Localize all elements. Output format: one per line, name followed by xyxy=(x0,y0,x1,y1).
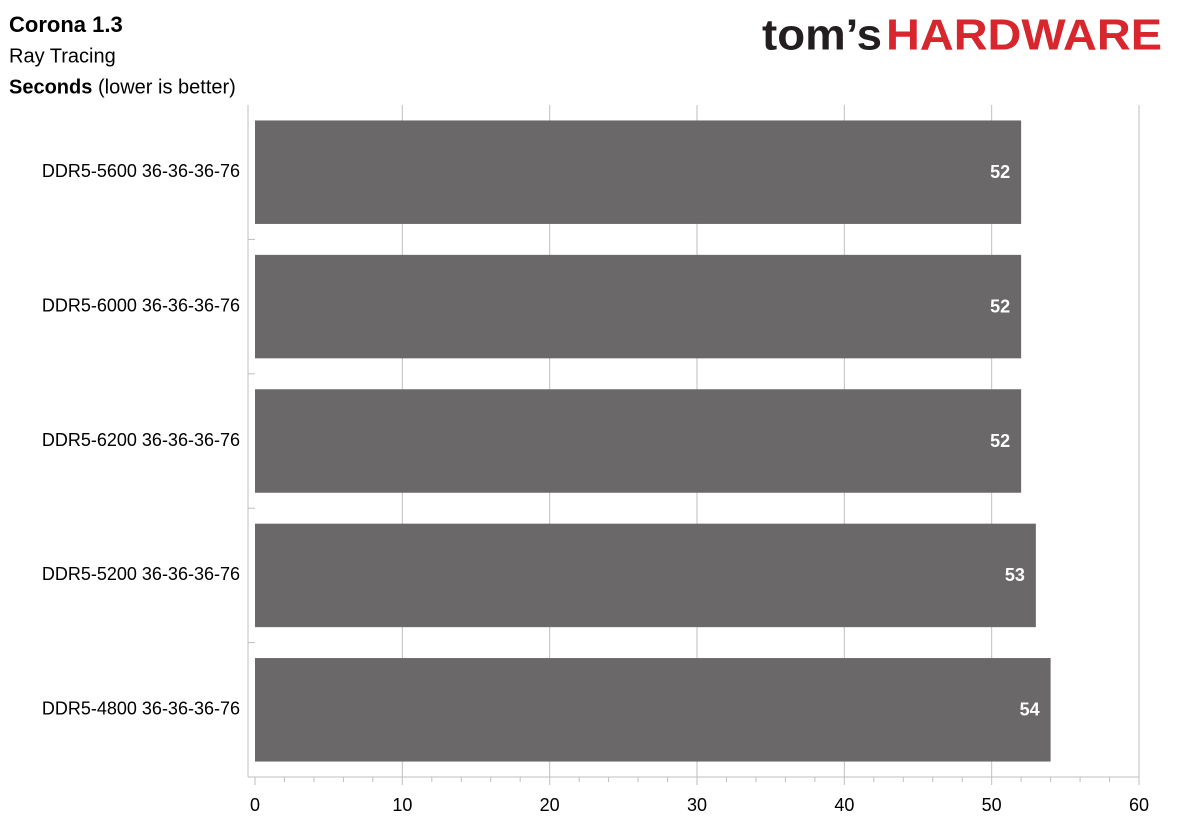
value-label: 52 xyxy=(990,162,1010,182)
bar xyxy=(255,658,1051,762)
x-tick-label: 40 xyxy=(834,795,854,815)
logo-first: tom’s xyxy=(762,11,882,60)
y-tick-label: DDR5-6000 36-36-36-76 xyxy=(42,295,240,315)
chart-subtitle: Ray Tracing xyxy=(9,45,116,67)
x-tick-label: 10 xyxy=(392,795,412,815)
value-label: 52 xyxy=(990,431,1010,451)
x-tick-label: 0 xyxy=(250,795,260,815)
x-tick-label: 50 xyxy=(982,795,1002,815)
bar xyxy=(255,389,1022,493)
y-tick-label: DDR5-5200 36-36-36-76 xyxy=(42,564,240,584)
x-tick-label: 20 xyxy=(540,795,560,815)
value-label: 53 xyxy=(1005,565,1025,585)
value-label: 52 xyxy=(990,296,1010,316)
bar xyxy=(255,120,1022,224)
axis-label: Seconds xyxy=(9,76,92,98)
bar xyxy=(255,523,1036,628)
x-tick-label: 60 xyxy=(1129,795,1149,815)
logo-second: HARDWARE xyxy=(886,11,1162,60)
value-label: 54 xyxy=(1020,700,1040,720)
x-tick-label: 30 xyxy=(687,795,707,815)
chart-title: Corona 1.3 xyxy=(9,12,123,37)
axis-note: (lower is better) xyxy=(98,76,236,98)
y-tick-label: DDR5-4800 36-36-36-76 xyxy=(42,699,240,719)
y-tick-label: DDR5-6200 36-36-36-76 xyxy=(42,430,240,450)
bar xyxy=(255,254,1022,359)
y-tick-label: DDR5-5600 36-36-36-76 xyxy=(42,161,240,181)
